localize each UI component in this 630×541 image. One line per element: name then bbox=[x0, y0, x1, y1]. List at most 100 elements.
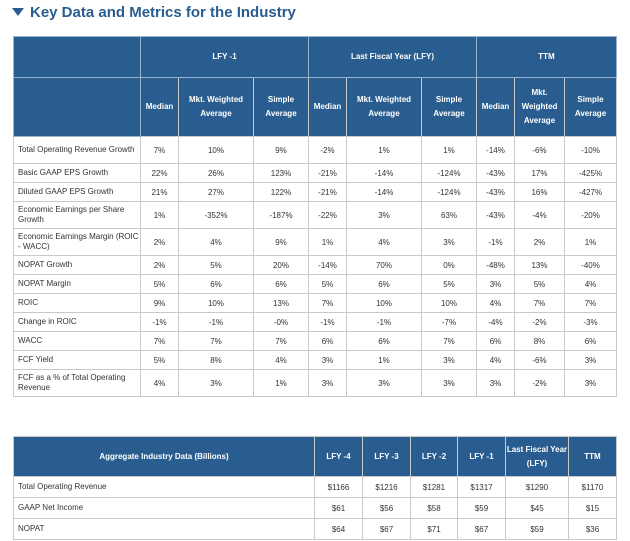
metric-value: -40% bbox=[564, 255, 617, 275]
metric-value: 7% bbox=[514, 293, 565, 313]
metric-value: 22% bbox=[140, 163, 179, 183]
metric-value: 6% bbox=[346, 331, 422, 351]
table-row: FCF as a % of Total Operating Revenue 4% 3… bbox=[13, 369, 617, 397]
metric-value: -43% bbox=[476, 182, 515, 202]
header-corner bbox=[13, 36, 141, 78]
table-row: Diluted GAAP EPS Growth 21% 27% 122% -21% -14… bbox=[13, 182, 617, 202]
column-header: Mkt. Weighted Average bbox=[178, 77, 254, 137]
metric-value: 7% bbox=[253, 331, 309, 351]
metric-value: -14% bbox=[346, 182, 422, 202]
metric-value: 0% bbox=[421, 255, 477, 275]
metric-value: 9% bbox=[253, 228, 309, 256]
metric-value: -10% bbox=[564, 136, 617, 164]
table-row: WACC 7% 7% 7% 6% 6% 7% 6% 8% 6% bbox=[13, 331, 617, 351]
column-header: Median bbox=[140, 77, 179, 137]
metric-value: $59 bbox=[457, 497, 506, 519]
metric-label: Change in ROIC bbox=[13, 312, 141, 332]
metric-value: $1281 bbox=[410, 476, 458, 498]
metric-label: GAAP Net Income bbox=[13, 497, 315, 519]
metric-value: $58 bbox=[410, 497, 458, 519]
metric-value: -124% bbox=[421, 182, 477, 202]
column-header: Mkt. Weighted Average bbox=[514, 77, 565, 137]
aggregate-title: Aggregate Industry Data (Billions) bbox=[13, 436, 315, 477]
metric-value: $67 bbox=[457, 518, 506, 540]
metric-value: 2% bbox=[140, 228, 179, 256]
column-header: LFY -2 bbox=[410, 436, 458, 477]
metric-value: $67 bbox=[362, 518, 411, 540]
metric-value: 27% bbox=[178, 182, 254, 202]
metric-value: -22% bbox=[308, 201, 347, 229]
metric-value: 7% bbox=[564, 293, 617, 313]
metric-label: Economic Earnings per Share Growth bbox=[13, 201, 141, 229]
metric-value: -21% bbox=[308, 182, 347, 202]
column-header: LFY -1 bbox=[457, 436, 506, 477]
metric-value: 16% bbox=[514, 182, 565, 202]
metric-value: 122% bbox=[253, 182, 309, 202]
metric-value: -2% bbox=[514, 369, 565, 397]
metric-value: 6% bbox=[308, 331, 347, 351]
metric-value: 1% bbox=[253, 369, 309, 397]
metric-value: -1% bbox=[178, 312, 254, 332]
metric-value: -48% bbox=[476, 255, 515, 275]
metric-value: 9% bbox=[253, 136, 309, 164]
metric-value: -7% bbox=[421, 312, 477, 332]
metric-value: 10% bbox=[421, 293, 477, 313]
metric-value: 6% bbox=[476, 331, 515, 351]
metric-label: Basic GAAP EPS Growth bbox=[13, 163, 141, 183]
metric-value: 4% bbox=[476, 350, 515, 370]
metric-value: 3% bbox=[421, 350, 477, 370]
table-row: NOPAT $64 $67 $71 $67 $59 $36 bbox=[13, 518, 617, 540]
column-header: Simple Average bbox=[421, 77, 477, 137]
metric-value: 21% bbox=[140, 182, 179, 202]
metric-value: $1317 bbox=[457, 476, 506, 498]
metric-value: 3% bbox=[564, 350, 617, 370]
metric-value: 13% bbox=[253, 293, 309, 313]
metric-value: -20% bbox=[564, 201, 617, 229]
table-row: Total Operating Revenue $1166 $1216 $1281 $1… bbox=[13, 476, 617, 498]
caret-down-icon[interactable] bbox=[12, 8, 24, 16]
metric-value: -21% bbox=[308, 163, 347, 183]
metric-value: $64 bbox=[314, 518, 363, 540]
metric-value: 17% bbox=[514, 163, 565, 183]
metric-value: 3% bbox=[421, 228, 477, 256]
table-row: Economic Earnings Margin (ROIC - WACC) 2%… bbox=[13, 228, 617, 256]
metric-value: 3% bbox=[346, 201, 422, 229]
metric-value: 5% bbox=[514, 274, 565, 294]
metric-label: NOPAT Margin bbox=[13, 274, 141, 294]
table-row: NOPAT Margin 5% 6% 6% 5% 6% 5% 3% 5% 4% bbox=[13, 274, 617, 294]
aggregate-industry-table: Aggregate Industry Data (Billions) LFY -… bbox=[13, 436, 617, 540]
metric-value: 10% bbox=[346, 293, 422, 313]
metric-label: Economic Earnings Margin (ROIC - WACC) bbox=[13, 228, 141, 256]
metric-value: 9% bbox=[140, 293, 179, 313]
metric-value: 7% bbox=[140, 331, 179, 351]
column-header: Mkt. Weighted Average bbox=[346, 77, 422, 137]
table-row: GAAP Net Income $61 $56 $58 $59 $45 $15 bbox=[13, 497, 617, 519]
metric-value: -352% bbox=[178, 201, 254, 229]
metric-value: 63% bbox=[421, 201, 477, 229]
column-header: Median bbox=[308, 77, 347, 137]
metric-value: $1170 bbox=[568, 476, 617, 498]
metric-value: 7% bbox=[178, 331, 254, 351]
metric-value: -4% bbox=[476, 312, 515, 332]
metric-label: Total Operating Revenue bbox=[13, 476, 315, 498]
metric-value: $36 bbox=[568, 518, 617, 540]
table-row: ROIC 9% 10% 13% 7% 10% 10% 4% 7% 7% bbox=[13, 293, 617, 313]
metric-value: 1% bbox=[308, 228, 347, 256]
metric-value: -1% bbox=[476, 228, 515, 256]
metric-value: 4% bbox=[476, 293, 515, 313]
metric-value: 5% bbox=[140, 274, 179, 294]
metric-value: $56 bbox=[362, 497, 411, 519]
metric-value: -1% bbox=[140, 312, 179, 332]
metric-value: -427% bbox=[564, 182, 617, 202]
section-header[interactable]: Key Data and Metrics for the Industry bbox=[0, 0, 630, 30]
metric-value: -6% bbox=[514, 136, 565, 164]
table-row: Basic GAAP EPS Growth 22% 26% 123% -21% -14% -… bbox=[13, 163, 617, 183]
group-header-ttm: TTM bbox=[476, 36, 617, 78]
metric-value: 26% bbox=[178, 163, 254, 183]
table-row: NOPAT Growth 2% 5% 20% -14% 70% 0% -48% 13% -40% bbox=[13, 255, 617, 275]
metric-value: 7% bbox=[308, 293, 347, 313]
metric-value: 5% bbox=[421, 274, 477, 294]
metric-value: 10% bbox=[178, 293, 254, 313]
metric-value: 1% bbox=[346, 136, 422, 164]
column-header: Last Fiscal Year (LFY) bbox=[505, 436, 569, 477]
